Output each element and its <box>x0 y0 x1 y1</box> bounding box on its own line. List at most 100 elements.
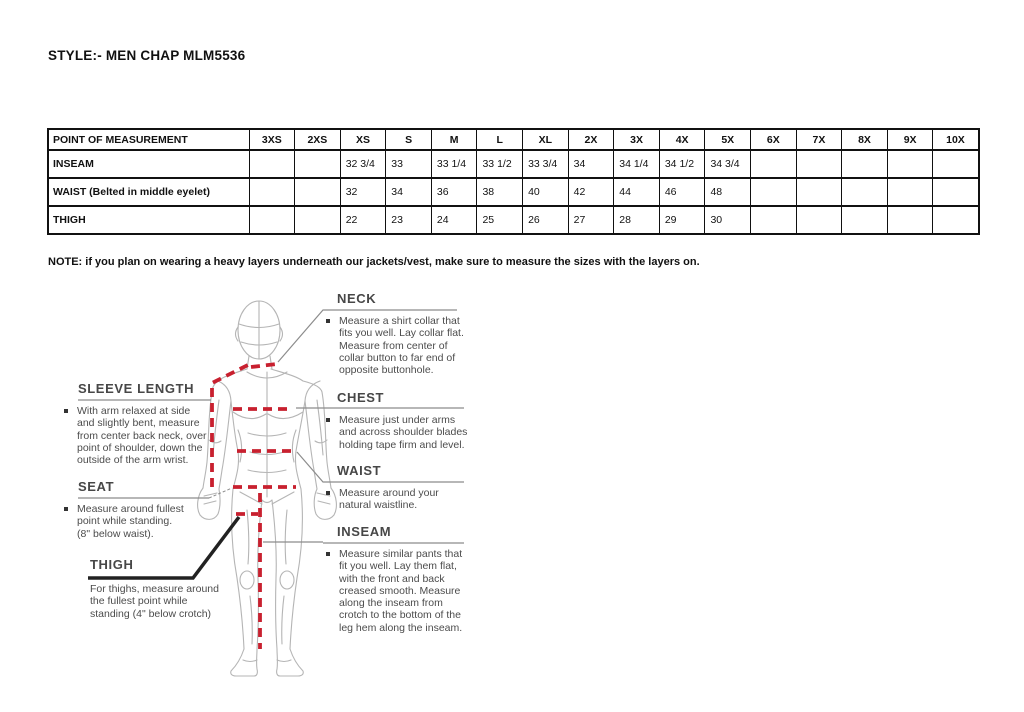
table-row-inseam: INSEAM 32 3/4 33 33 1/4 33 1/2 33 3/4 34… <box>47 149 979 179</box>
table-cell <box>932 149 979 179</box>
waist-desc: Measure around your natural waistline. <box>326 487 469 512</box>
table-cell: 44 <box>613 177 660 207</box>
bullet-icon <box>326 418 330 422</box>
table-cell: 36 <box>430 177 478 207</box>
column-header: 3XS <box>248 128 296 151</box>
desc-line: Measure similar pants that <box>339 548 463 560</box>
desc-line: fits you well. Lay collar flat. <box>339 327 464 340</box>
column-header: 8X <box>841 128 888 151</box>
table-cell: 32 3/4 <box>339 149 387 179</box>
desc-line: Measure from center of <box>339 339 448 352</box>
table-cell: 34 <box>385 177 432 207</box>
neck-measure-line <box>250 362 278 369</box>
table-cell: 25 <box>476 205 524 235</box>
table-cell <box>932 205 979 235</box>
table-cell: 46 <box>658 177 706 207</box>
table-cell <box>932 177 979 207</box>
desc-line: With arm relaxed at side <box>77 405 191 417</box>
desc-line: Measure around your <box>339 487 439 499</box>
page-title: STYLE:- MEN CHAP MLM5536 <box>48 48 246 63</box>
table-cell <box>294 205 341 235</box>
table-cell: 22 <box>339 205 387 235</box>
desc-line: point of shoulder, down the <box>77 441 203 454</box>
table-cell: 33 3/4 <box>522 149 569 179</box>
desc-line: and slightly bent, measure <box>77 417 200 430</box>
column-header: POINT OF MEASUREMENT <box>47 128 250 151</box>
table-cell <box>248 205 296 235</box>
table-cell <box>841 205 888 235</box>
column-header: 5X <box>704 128 752 151</box>
desc-line: the fullest point while <box>90 595 188 608</box>
note-text: NOTE: if you plan on wearing a heavy lay… <box>48 256 700 268</box>
column-header: XL <box>522 128 569 151</box>
row-label: INSEAM <box>47 149 250 179</box>
thigh-desc: For thighs, measure around the fullest p… <box>90 583 250 620</box>
table-cell: 23 <box>385 205 432 235</box>
neck-label: NECK <box>337 291 377 306</box>
bullet-icon <box>326 491 330 495</box>
bullet-icon <box>64 409 68 413</box>
table-cell <box>795 177 843 207</box>
desc-line: along the inseam from <box>339 597 443 610</box>
seat-connector <box>208 487 233 499</box>
sleeve-length-label: SLEEVE LENGTH <box>78 381 195 396</box>
table-cell: 34 1/4 <box>613 149 660 179</box>
column-header: 10X <box>932 128 979 151</box>
table-cell <box>795 149 843 179</box>
column-header: 2X <box>567 128 615 151</box>
table-cell: 33 <box>385 149 432 179</box>
table-header-row: POINT OF MEASUREMENT 3XS 2XS XS S M L XL… <box>47 128 979 151</box>
table-cell <box>886 177 934 207</box>
table-cell <box>248 177 296 207</box>
table-cell: 29 <box>658 205 706 235</box>
column-header: 9X <box>886 128 934 151</box>
row-label: WAIST (Belted in middle eyelet) <box>47 177 250 207</box>
desc-line: with the front and back <box>339 572 445 585</box>
table-cell: 33 1/2 <box>476 149 524 179</box>
desc-line: and across shoulder blades <box>339 426 468 439</box>
column-header: 3X <box>613 128 660 151</box>
column-header: M <box>430 128 478 151</box>
column-header: 4X <box>658 128 706 151</box>
table-cell: 33 1/4 <box>430 149 478 179</box>
table-cell: 26 <box>522 205 569 235</box>
waist-label: WAIST <box>337 463 382 478</box>
sleeve-length-desc: With arm relaxed at side and slightly be… <box>64 405 217 467</box>
chest-label: CHEST <box>337 390 385 405</box>
table-cell <box>294 177 341 207</box>
size-chart-table: POINT OF MEASUREMENT 3XS 2XS XS S M L XL… <box>47 128 980 235</box>
column-header: 7X <box>795 128 843 151</box>
column-header: 6X <box>750 128 797 151</box>
desc-line: fit you well. Lay them flat, <box>339 560 457 573</box>
desc-line: creased smooth. Measure <box>339 584 461 597</box>
column-header: 2XS <box>294 128 341 151</box>
desc-line: outside of the arm wrist. <box>77 454 189 467</box>
table-cell: 38 <box>476 177 524 207</box>
table-row-thigh: THIGH 22 23 24 25 26 27 28 29 30 <box>47 205 979 235</box>
desc-line: Measure just under arms <box>339 414 456 426</box>
table-cell <box>795 205 843 235</box>
table-cell: 32 <box>339 177 387 207</box>
seat-label: SEAT <box>78 479 115 494</box>
desc-line: Measure around fullest <box>77 503 184 515</box>
sleeve-measure-line <box>210 363 249 487</box>
bullet-icon <box>64 507 68 511</box>
table-cell: 34 1/2 <box>658 149 706 179</box>
table-cell: 30 <box>704 205 752 235</box>
table-cell: 40 <box>522 177 569 207</box>
table-cell: 24 <box>430 205 478 235</box>
table-cell <box>841 149 888 179</box>
bullet-icon <box>326 552 330 556</box>
thigh-label: THIGH <box>90 557 134 572</box>
table-cell: 42 <box>567 177 615 207</box>
desc-line: from center back neck, over <box>77 429 207 442</box>
column-header: S <box>385 128 432 151</box>
seat-desc: Measure around fullest point while stand… <box>64 503 197 540</box>
desc-line: Measure a shirt collar that <box>339 315 460 327</box>
row-label: THIGH <box>47 205 250 235</box>
table-cell: 34 <box>567 149 615 179</box>
neck-desc: Measure a shirt collar that fits you wel… <box>326 315 469 376</box>
desc-line: For thighs, measure around <box>90 583 219 595</box>
desc-line: holding tape firm and level. <box>339 438 465 451</box>
